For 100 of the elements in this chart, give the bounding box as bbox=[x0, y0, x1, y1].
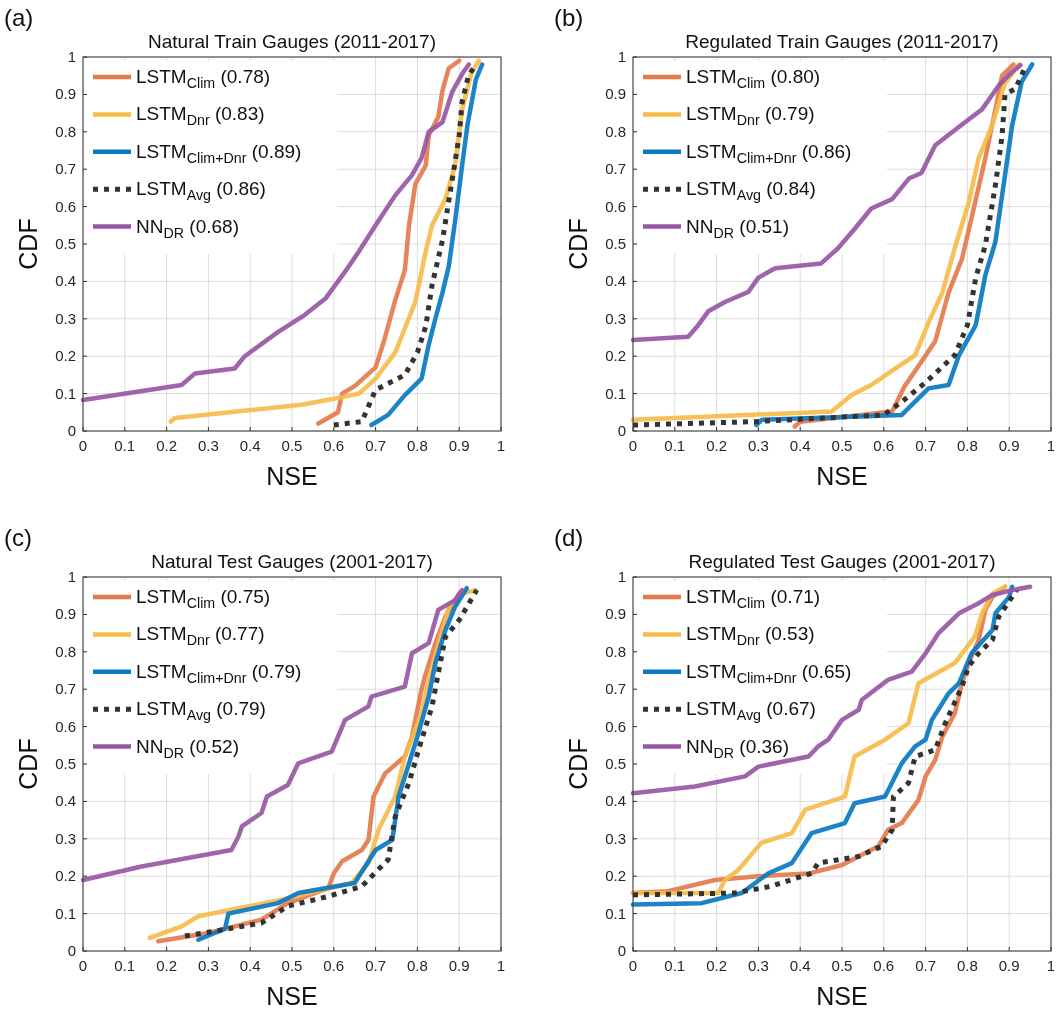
y-tick-label: 0.5 bbox=[55, 235, 76, 252]
legend-label: LSTM$_{Dnr}$ (0.77) bbox=[136, 623, 265, 649]
line-series bbox=[316, 58, 462, 426]
y-tick-label: 0 bbox=[617, 942, 626, 959]
x-tick-label: 0 bbox=[628, 957, 638, 974]
chart-title: Natural Train Gauges (2011-2017) bbox=[148, 31, 436, 52]
line-series bbox=[630, 62, 1023, 343]
y-axis-title: CDF bbox=[564, 738, 592, 790]
text: (b) bbox=[554, 4, 584, 31]
y-tick-label: 0.5 bbox=[605, 755, 626, 772]
y-tick-label: 0.3 bbox=[605, 829, 626, 847]
legend-label: LSTM$_{Clim}$ (0.71) bbox=[686, 586, 821, 611]
x-tick-label: 0 bbox=[78, 437, 88, 454]
x-tick-label: 0.4 bbox=[239, 437, 261, 454]
legend-label: LSTM$_{Avg}$ (0.67) bbox=[686, 698, 816, 724]
x-tick-label: 0.2 bbox=[156, 437, 178, 454]
x-tick-label: 0.2 bbox=[156, 957, 178, 974]
text: (c) bbox=[4, 524, 32, 551]
y-tick-label: 0.9 bbox=[55, 605, 76, 623]
chart-title: Regulated Test Gauges (2001-2017) bbox=[688, 551, 996, 572]
x-tick-label: 0.9 bbox=[448, 437, 470, 454]
x-tick-label: 0.5 bbox=[281, 957, 303, 974]
x-tick-label: 0.7 bbox=[915, 437, 937, 454]
x-tick-label: 0.9 bbox=[998, 957, 1020, 974]
y-tick-label: 0.9 bbox=[55, 85, 76, 103]
y-tick-label: 0.5 bbox=[605, 235, 626, 252]
legend-label: LSTM$_{Avg}$ (0.84) bbox=[686, 178, 816, 204]
line-series bbox=[369, 62, 485, 428]
y-tick-label: 1 bbox=[617, 48, 626, 65]
x-tick-label: 0.6 bbox=[323, 437, 345, 454]
line-series bbox=[80, 587, 465, 883]
y-tick-label: 0.9 bbox=[605, 85, 626, 103]
x-tick-label: 0 bbox=[628, 437, 638, 454]
x-tick-label: 1 bbox=[1046, 437, 1056, 454]
y-tick-label: 1 bbox=[67, 48, 76, 65]
y-tick-label: 0.6 bbox=[605, 717, 626, 735]
y-tick-label: 0.1 bbox=[55, 384, 76, 402]
x-axis-title: NSE bbox=[816, 462, 868, 490]
x-tick-label: 0.8 bbox=[956, 437, 978, 454]
x-tick-label: 0.4 bbox=[239, 957, 261, 974]
y-tick-label: 0.3 bbox=[55, 829, 76, 847]
y-tick-label: 0.7 bbox=[605, 160, 626, 178]
x-tick-label: 0.3 bbox=[747, 957, 769, 974]
y-tick-label: 0.4 bbox=[605, 272, 626, 290]
x-tick-label: 0.5 bbox=[831, 957, 853, 974]
x-tick-label: 0.1 bbox=[114, 957, 136, 974]
y-tick-label: 0 bbox=[67, 422, 76, 439]
y-tick-label: 0.6 bbox=[55, 717, 76, 735]
legend-label: LSTM$_{Clim+Dnr}$ (0.86) bbox=[686, 140, 852, 166]
legend-label: NN$_{DR}$ (0.52) bbox=[136, 735, 239, 761]
y-tick-label: 0.8 bbox=[605, 642, 626, 660]
y-tick-label: 0.5 bbox=[55, 755, 76, 772]
x-tick-label: 0.8 bbox=[406, 957, 428, 974]
y-tick-label: 0.1 bbox=[605, 384, 626, 402]
x-tick-label: 0.3 bbox=[197, 437, 219, 454]
y-tick-label: 0.8 bbox=[55, 642, 76, 660]
y-tick-label: 0.6 bbox=[55, 197, 76, 215]
chart-title: Natural Test Gauges (2001-2017) bbox=[151, 551, 433, 572]
x-tick-label: 0.2 bbox=[706, 437, 728, 454]
y-axis-title: CDF bbox=[564, 218, 592, 270]
legend-label: LSTM$_{Dnr}$ (0.79) bbox=[686, 103, 815, 129]
y-axis-title: CDF bbox=[14, 218, 42, 270]
legend-label: LSTM$_{Dnr}$ (0.83) bbox=[136, 103, 265, 129]
y-tick-label: 0.4 bbox=[605, 792, 626, 810]
x-tick-label: 0.4 bbox=[789, 437, 811, 454]
y-tick-label: 0.9 bbox=[605, 605, 626, 623]
legend-label: NN$_{DR}$ (0.51) bbox=[686, 215, 789, 241]
legend-label: LSTM$_{Clim}$ (0.75) bbox=[136, 586, 271, 611]
legend-label: NN$_{DR}$ (0.36) bbox=[686, 735, 789, 761]
text: (d) bbox=[554, 524, 584, 551]
y-tick-label: 0.7 bbox=[605, 680, 626, 698]
x-tick-label: 0 bbox=[78, 957, 88, 974]
y-tick-label: 0.7 bbox=[55, 680, 76, 698]
x-tick-label: 0.8 bbox=[956, 957, 978, 974]
x-tick-label: 0.6 bbox=[323, 957, 345, 974]
x-tick-label: 0.5 bbox=[281, 437, 303, 454]
line-series bbox=[80, 62, 472, 403]
legend-label: LSTM$_{Avg}$ (0.79) bbox=[136, 698, 266, 724]
y-tick-label: 0.6 bbox=[605, 197, 626, 215]
x-tick-label: 0.7 bbox=[365, 437, 387, 454]
x-axis-title: NSE bbox=[816, 982, 868, 1010]
y-tick-label: 0 bbox=[617, 422, 626, 439]
y-tick-label: 0.2 bbox=[605, 347, 626, 365]
x-tick-label: 0.7 bbox=[915, 957, 937, 974]
y-tick-label: 0.8 bbox=[55, 122, 76, 140]
y-tick-label: 0.2 bbox=[605, 867, 626, 885]
x-tick-label: 0.9 bbox=[998, 437, 1020, 454]
line-series bbox=[630, 584, 1033, 796]
x-tick-label: 0.8 bbox=[406, 437, 428, 454]
legend-label: LSTM$_{Clim+Dnr}$ (0.65) bbox=[686, 660, 852, 686]
x-tick-label: 1 bbox=[1046, 957, 1056, 974]
x-tick-label: 0.3 bbox=[197, 957, 219, 974]
y-tick-label: 0.1 bbox=[605, 904, 626, 922]
legend-label: LSTM$_{Dnr}$ (0.53) bbox=[686, 623, 815, 649]
y-axis-title: CDF bbox=[14, 738, 42, 790]
legend-label: LSTM$_{Clim}$ (0.78) bbox=[136, 66, 271, 91]
y-tick-label: 0.8 bbox=[605, 122, 626, 140]
y-tick-label: 0 bbox=[67, 942, 76, 959]
y-tick-label: 0.7 bbox=[55, 160, 76, 178]
x-tick-label: 0.1 bbox=[114, 437, 136, 454]
